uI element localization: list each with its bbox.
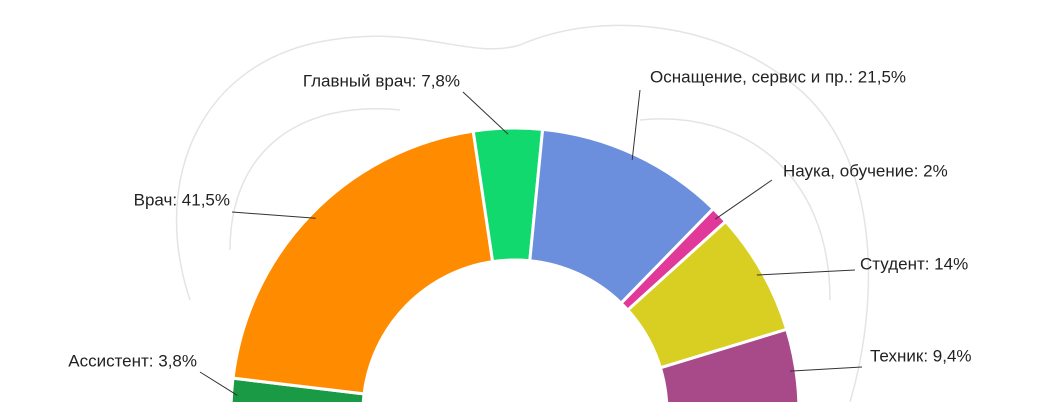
leader-line: [231, 211, 316, 219]
background-wireframe: [175, 24, 870, 402]
leader-line: [756, 269, 856, 276]
slice-label: Техник: 9,4%: [870, 346, 972, 365]
leader-line: [199, 371, 238, 396]
slice-label: Главный врач: 7,8%: [303, 71, 460, 90]
leader-line: [789, 366, 863, 372]
donut-slice: [231, 129, 495, 396]
slice-label: Врач: 41,5%: [134, 190, 230, 209]
slice-label: Студент: 14%: [860, 254, 968, 273]
slice-label: Ассистент: 3,8%: [68, 351, 197, 370]
slice-label: Оснащение, сервис и пр.: 21,5%: [650, 67, 906, 86]
leader-line: [631, 89, 641, 160]
leader-line: [462, 91, 509, 135]
leader-line: [714, 179, 773, 220]
donut-slice: [658, 327, 801, 402]
slice-label: Наука, обучение: 2%: [783, 161, 948, 180]
